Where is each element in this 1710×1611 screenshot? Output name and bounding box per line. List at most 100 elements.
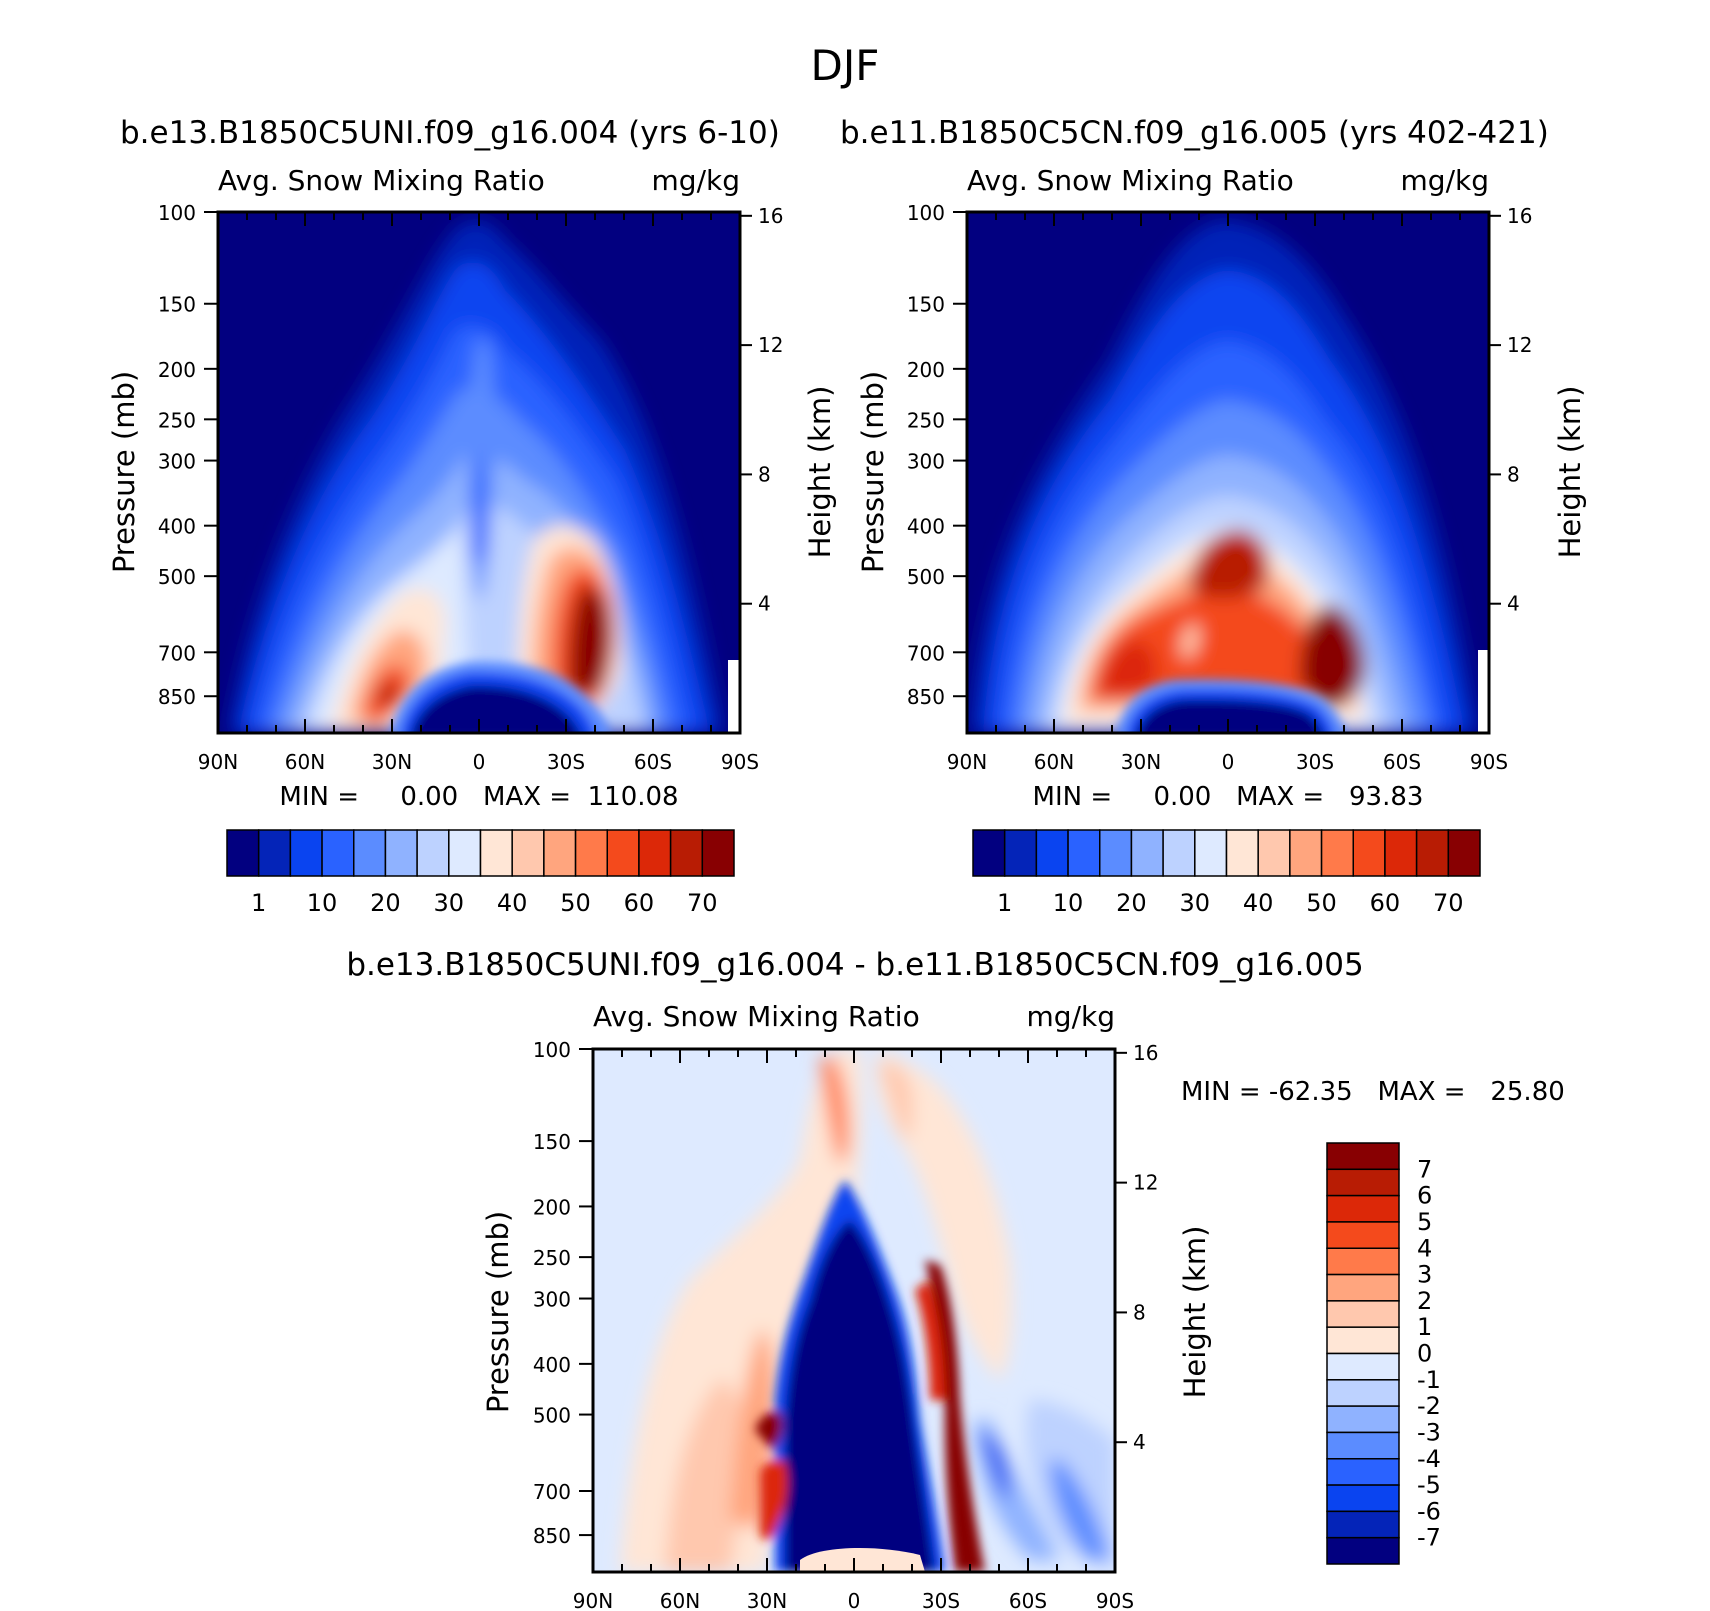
colorbar-box xyxy=(972,829,1006,877)
colorbar-box xyxy=(1326,1300,1400,1328)
x-tick-label: 60N xyxy=(660,1589,700,1611)
colorbar-label: 1 xyxy=(1417,1313,1432,1341)
colorbar-box xyxy=(1326,1536,1400,1565)
colorbar-label: 20 xyxy=(370,889,401,917)
colorbar-box xyxy=(1326,1431,1400,1460)
colorbar-box xyxy=(1326,1484,1400,1513)
colorbar-box xyxy=(353,829,387,877)
colorbar-label: 60 xyxy=(1370,889,1401,917)
x-tick-label: 90S xyxy=(721,750,759,774)
panel-left-ylabel: Pressure (mb) xyxy=(107,371,141,573)
panel-diff-y-ticks: 100 150 200 250 300 400 500 700 850 xyxy=(533,1038,593,1548)
colorbar-box xyxy=(1352,829,1386,877)
colorbar-box xyxy=(1003,829,1038,877)
x-tick-label: 90N xyxy=(947,750,987,774)
height-tick-label: 4 xyxy=(1133,1430,1146,1454)
panel-left-variable: Avg. Snow Mixing Ratio xyxy=(218,164,545,197)
colorbar-box xyxy=(606,829,640,877)
pressure-tick-label: 100 xyxy=(907,201,945,225)
x-tick-label: 90S xyxy=(1096,1589,1134,1611)
colorbar-box xyxy=(479,829,513,877)
colorbar-label: 5 xyxy=(1417,1208,1432,1236)
colorbar-label: 6 xyxy=(1417,1182,1432,1210)
panel-right-contours xyxy=(967,212,1489,733)
pressure-tick-label: 200 xyxy=(907,358,945,382)
colorbar-box xyxy=(448,829,482,877)
colorbar-label: 30 xyxy=(434,889,465,917)
colorbar-box xyxy=(543,829,577,877)
colorbar-label: 40 xyxy=(497,889,528,917)
colorbar-box xyxy=(1035,829,1069,877)
pressure-tick-label: 400 xyxy=(533,1353,571,1377)
panel-diff-y2label: Height (km) xyxy=(1178,1226,1212,1399)
colorbar-label: 3 xyxy=(1417,1261,1432,1289)
panel-diff: b.e13.B1850C5UNI.f09_g16.004 - b.e11.B18… xyxy=(346,947,1564,1611)
x-tick-label: 90N xyxy=(573,1589,613,1611)
colorbar-box xyxy=(574,829,608,877)
x-tick-label: 30N xyxy=(372,750,412,774)
pressure-tick-label: 150 xyxy=(533,1130,571,1154)
x-tick-label: 60N xyxy=(1034,750,1074,774)
x-tick-label: 90S xyxy=(1470,750,1508,774)
colorbar-box xyxy=(1326,1168,1400,1197)
x-tick-label: 60S xyxy=(1383,750,1421,774)
colorbar-box xyxy=(321,829,355,877)
panel-left-stats: MIN = 0.00 MAX = 110.08 xyxy=(279,782,678,812)
height-tick-label: 12 xyxy=(1133,1171,1158,1195)
pressure-tick-label: 250 xyxy=(533,1246,571,1270)
panel-left-y-ticks: 100 150 200 250 300 400 500 700 850 xyxy=(158,201,218,709)
colorbar-box xyxy=(289,829,323,877)
pressure-tick-label: 500 xyxy=(533,1404,571,1428)
panel-diff-units: mg/kg xyxy=(1027,1000,1115,1033)
x-tick-label: 30S xyxy=(547,750,585,774)
height-tick-label: 16 xyxy=(758,204,783,228)
panel-diff-title: b.e13.B1850C5UNI.f09_g16.004 - b.e11.B18… xyxy=(346,947,1363,983)
pressure-tick-label: 700 xyxy=(907,641,945,665)
pressure-tick-label: 400 xyxy=(158,515,196,539)
colorbar-box xyxy=(1320,829,1354,877)
colorbar-box xyxy=(1067,829,1101,877)
pressure-tick-label: 200 xyxy=(533,1195,571,1219)
panel-diff-height-ticks: 16 12 8 4 xyxy=(1115,1041,1158,1454)
pressure-tick-label: 850 xyxy=(158,685,196,709)
colorbar-label: 70 xyxy=(687,889,718,917)
colorbar-box xyxy=(1257,829,1291,877)
panel-left-x-ticks: 90N 60N 30N 0 30S 60S 90S xyxy=(198,212,759,774)
colorbar-label: 0 xyxy=(1417,1340,1432,1368)
panel-left-units: mg/kg xyxy=(652,164,740,197)
colorbar-label: 1 xyxy=(251,889,266,917)
pressure-tick-label: 700 xyxy=(158,641,196,665)
colorbar-box xyxy=(1099,829,1133,877)
colorbar-label: -6 xyxy=(1417,1497,1441,1525)
colorbar-box xyxy=(1326,1247,1400,1276)
colorbar-label: -1 xyxy=(1417,1366,1441,1394)
colorbar-box xyxy=(669,829,704,877)
panel-diff-contours xyxy=(593,1049,1115,1572)
x-tick-label: 30S xyxy=(1296,750,1334,774)
colorbar-label: -4 xyxy=(1417,1445,1441,1473)
colorbar-box xyxy=(1415,829,1450,877)
colorbar-label: 50 xyxy=(1306,889,1337,917)
x-tick-label: 0 xyxy=(1222,750,1235,774)
colorbar-label: -2 xyxy=(1417,1392,1441,1420)
colorbar-box xyxy=(1447,829,1481,877)
panel-right-stats: MIN = 0.00 MAX = 93.83 xyxy=(1033,782,1424,812)
colorbar-box xyxy=(1326,1142,1400,1171)
x-tick-label: 60S xyxy=(1009,1589,1047,1611)
colorbar-box xyxy=(511,829,545,877)
panel-left-height-ticks: 16 12 8 4 xyxy=(740,204,783,616)
panel-right-units: mg/kg xyxy=(1401,164,1489,197)
height-tick-label: 12 xyxy=(1507,333,1532,357)
colorbar-box xyxy=(384,829,418,877)
colorbar-label: 50 xyxy=(560,889,591,917)
panel-diff-variable: Avg. Snow Mixing Ratio xyxy=(593,1000,920,1033)
pressure-tick-label: 100 xyxy=(533,1038,571,1062)
panel-right-y2label: Height (km) xyxy=(1553,386,1587,559)
pressure-tick-label: 300 xyxy=(533,1288,571,1312)
colorbar-label: 2 xyxy=(1417,1287,1432,1315)
pressure-tick-label: 700 xyxy=(533,1480,571,1504)
panel-left-colorbar: 1 10 20 30 40 50 60 70 xyxy=(226,829,735,917)
colorbar-box xyxy=(226,829,260,877)
pressure-tick-label: 100 xyxy=(158,201,196,225)
colorbar-label: -5 xyxy=(1417,1471,1441,1499)
